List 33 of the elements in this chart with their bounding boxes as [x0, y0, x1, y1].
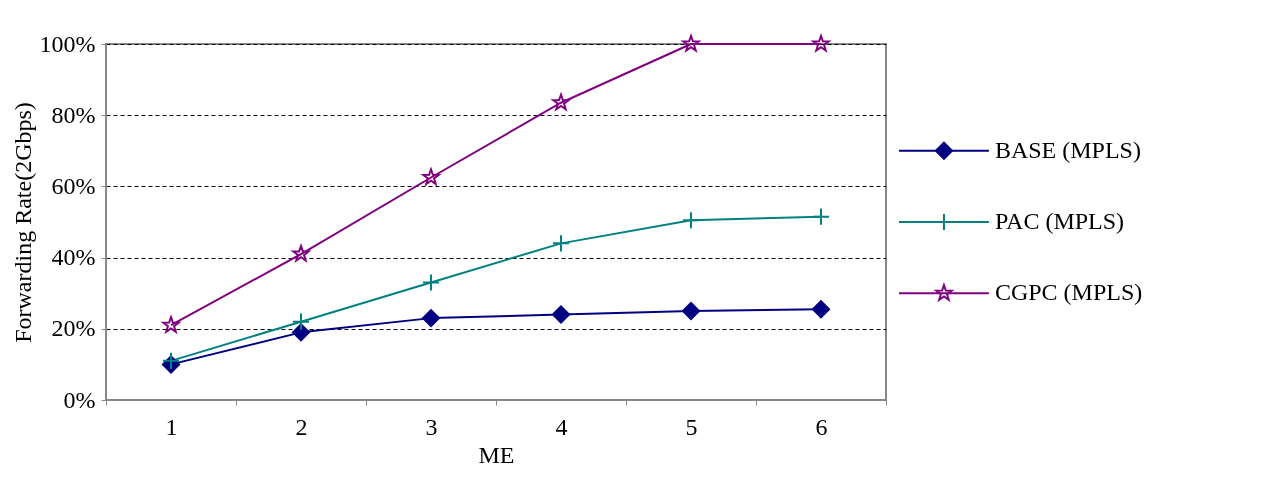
y-tick-label: 80% — [51, 101, 96, 128]
y-tick-label: 60% — [51, 172, 96, 199]
point — [682, 34, 700, 52]
y-tick-label: 20% — [51, 315, 96, 342]
x-tick-label: 1 — [165, 413, 178, 440]
point — [291, 312, 311, 331]
point — [551, 234, 571, 253]
point — [162, 316, 180, 333]
x-tick-label: 3 — [425, 413, 438, 440]
point — [551, 305, 571, 324]
point — [421, 309, 441, 328]
legend-label: PAC (MPLS) — [994, 208, 1125, 234]
point — [292, 244, 310, 262]
y-axis-title: Forwarding Rate(2Gbps) — [9, 102, 36, 343]
point — [681, 211, 701, 230]
point — [812, 34, 830, 52]
point — [811, 300, 831, 319]
point — [811, 207, 831, 226]
y-tick-label: 40% — [51, 244, 96, 271]
x-tick-label: 5 — [685, 413, 698, 440]
point — [421, 273, 441, 292]
point — [552, 93, 570, 111]
point — [681, 301, 701, 321]
point — [161, 351, 181, 370]
legend-label: BASE (MPLS) — [994, 136, 1141, 163]
x-tick-label: 6 — [815, 413, 828, 440]
x-axis-title: ME — [478, 441, 515, 468]
x-tick-label: 2 — [295, 413, 308, 440]
y-tick-label: 0% — [63, 386, 96, 413]
x-tick-label: 4 — [555, 413, 568, 440]
point — [422, 168, 440, 186]
y-tick-label: 100% — [39, 30, 96, 57]
legend-label: CGPC (MPLS) — [994, 279, 1143, 306]
